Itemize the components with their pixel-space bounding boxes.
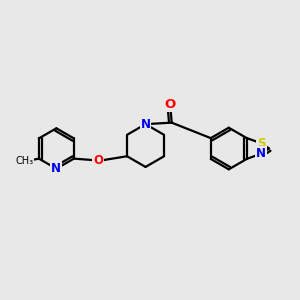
Text: O: O [93, 154, 103, 166]
Text: S: S [257, 137, 266, 150]
Text: N: N [140, 118, 151, 130]
Text: CH₃: CH₃ [16, 156, 34, 166]
Text: O: O [165, 98, 176, 111]
Text: N: N [256, 147, 266, 160]
Text: N: N [51, 162, 62, 175]
